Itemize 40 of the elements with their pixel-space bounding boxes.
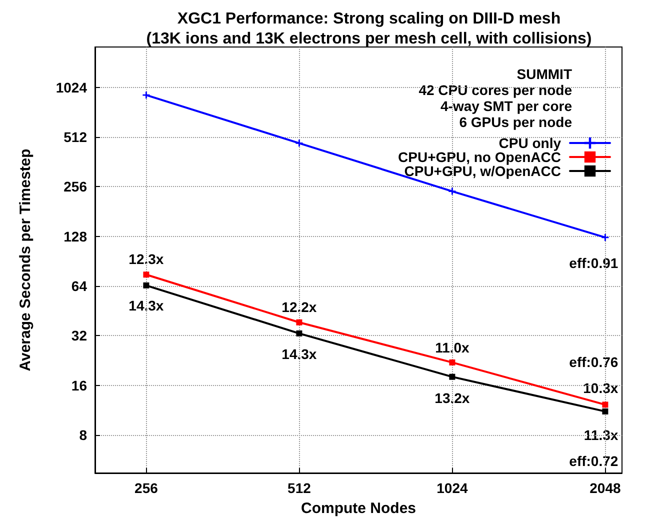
x-tick-label: 512 <box>288 480 312 496</box>
annotation: SUMMIT <box>516 66 572 82</box>
annotation: 4-way SMT per core <box>440 98 572 114</box>
y-tick-label: 1024 <box>56 79 88 96</box>
point <box>143 272 150 278</box>
point <box>602 234 609 241</box>
x-axis-title: Compute Nodes <box>300 500 416 517</box>
point <box>602 402 608 408</box>
y-tick-label: 128 <box>64 228 88 244</box>
annotation: 12.3x <box>128 250 164 267</box>
x-tick-label: 1024 <box>436 480 468 496</box>
annotation: 11.0x <box>435 339 470 356</box>
y-tick-label: 256 <box>64 178 88 195</box>
chart-title: XGC1 Performance: Strong scaling on DIII-D mesh (13K ions and 13K electrons per mesh cell, with collisions) <box>146 10 592 48</box>
annotation: eff:0.91 <box>569 255 618 272</box>
point <box>142 92 150 99</box>
point <box>143 282 150 288</box>
point <box>296 330 302 336</box>
y-tick-label: 512 <box>64 129 88 146</box>
point <box>602 408 608 414</box>
annotation: 14.3x <box>282 346 317 362</box>
y-tick-label: 16 <box>71 377 88 394</box>
legend-label: CPU only <box>498 135 562 151</box>
annotation: 14.3x <box>128 298 164 314</box>
x-tick-label: 2048 <box>590 480 621 496</box>
annotation: 13.2x <box>434 390 470 406</box>
point <box>449 374 456 380</box>
y-tick-label: 32 <box>71 328 88 344</box>
x-tick-label: 256 <box>134 480 158 496</box>
y-axis-title: Average Seconds per Timestep <box>17 148 34 372</box>
annotation: eff:0.76 <box>569 354 618 370</box>
point <box>296 140 303 147</box>
point <box>449 359 456 366</box>
annotation: 12.2x <box>282 298 317 315</box>
annotation: 6 GPUs per node <box>459 114 572 130</box>
y-tick-label: 64 <box>71 278 88 294</box>
point <box>448 188 456 195</box>
y-tick-label: 8 <box>79 426 88 443</box>
annotation: eff:0.72 <box>569 452 618 469</box>
point <box>296 319 302 326</box>
